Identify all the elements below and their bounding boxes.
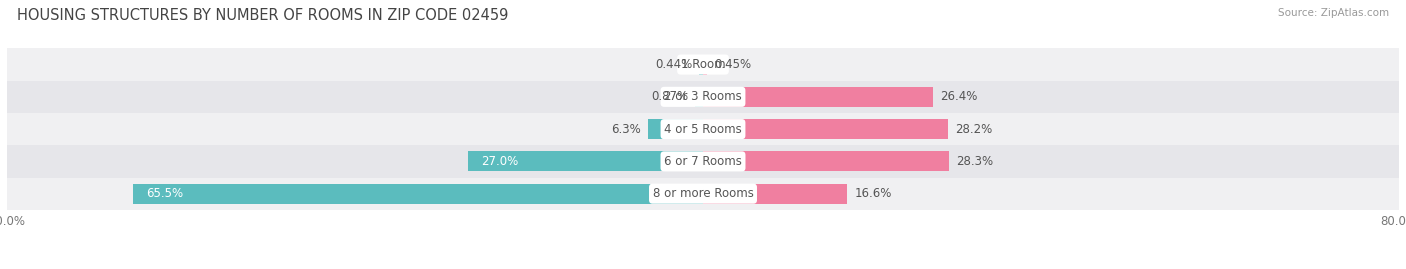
Text: 0.87%: 0.87%: [651, 90, 689, 103]
Text: HOUSING STRUCTURES BY NUMBER OF ROOMS IN ZIP CODE 02459: HOUSING STRUCTURES BY NUMBER OF ROOMS IN…: [17, 8, 508, 23]
Text: 65.5%: 65.5%: [146, 187, 183, 200]
Text: 0.44%: 0.44%: [655, 58, 692, 71]
Bar: [696, 87, 703, 107]
Text: 2 or 3 Rooms: 2 or 3 Rooms: [664, 90, 742, 103]
Bar: [699, 55, 703, 75]
Text: 6.3%: 6.3%: [612, 123, 641, 136]
Bar: [648, 119, 703, 139]
Bar: [468, 151, 703, 171]
Bar: [7, 178, 1399, 210]
Text: 27.0%: 27.0%: [481, 155, 519, 168]
Text: 1 Room: 1 Room: [681, 58, 725, 71]
Bar: [703, 87, 932, 107]
Text: 28.2%: 28.2%: [955, 123, 993, 136]
Bar: [703, 184, 848, 204]
Text: 26.4%: 26.4%: [939, 90, 977, 103]
Bar: [7, 145, 1399, 178]
Text: Source: ZipAtlas.com: Source: ZipAtlas.com: [1278, 8, 1389, 18]
Bar: [7, 81, 1399, 113]
Text: 28.3%: 28.3%: [956, 155, 993, 168]
Bar: [703, 55, 707, 75]
Text: 0.45%: 0.45%: [714, 58, 751, 71]
Text: 6 or 7 Rooms: 6 or 7 Rooms: [664, 155, 742, 168]
Bar: [7, 48, 1399, 81]
Text: 8 or more Rooms: 8 or more Rooms: [652, 187, 754, 200]
Bar: [703, 151, 949, 171]
Text: 16.6%: 16.6%: [855, 187, 891, 200]
Text: 4 or 5 Rooms: 4 or 5 Rooms: [664, 123, 742, 136]
Bar: [703, 119, 948, 139]
Bar: [134, 184, 703, 204]
Bar: [7, 113, 1399, 145]
